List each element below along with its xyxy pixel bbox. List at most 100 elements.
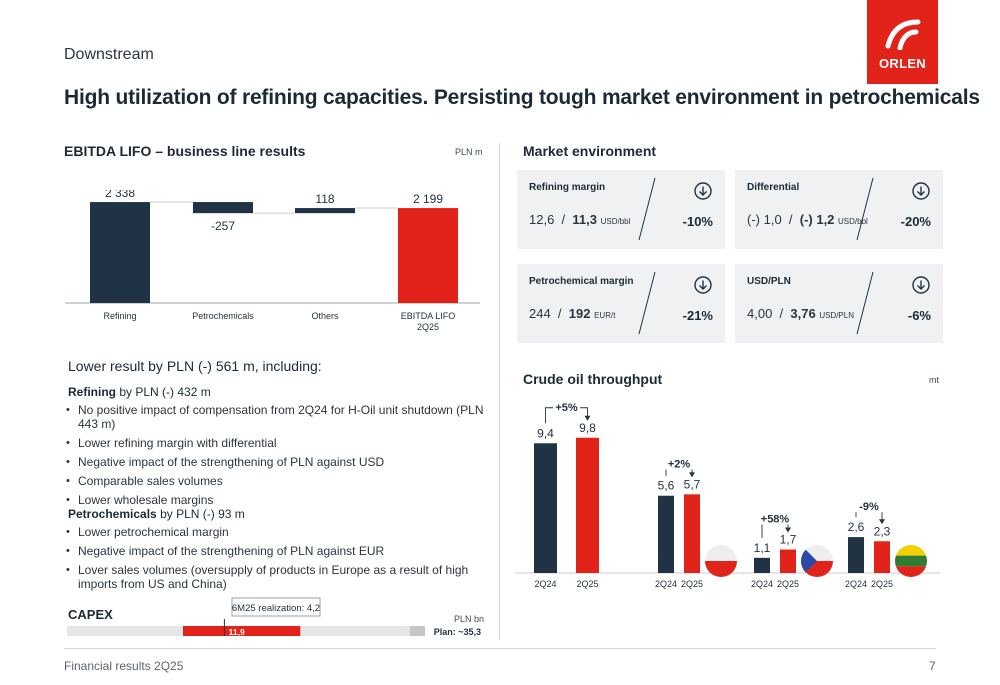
crude-bar bbox=[848, 537, 864, 573]
crude-change-arrow-icon bbox=[584, 415, 591, 421]
market-card-change: -6% bbox=[907, 308, 931, 323]
market-card: Refining margin 12,6 / 11,3 USD/bbl -10% bbox=[517, 170, 725, 249]
crude-bar bbox=[754, 557, 770, 573]
crude-bar bbox=[658, 495, 674, 573]
market-card-values: (-) 1,0 / (-) 1,2 USD/bbl bbox=[747, 212, 868, 227]
bullet-item: Lower wholesale margins bbox=[66, 493, 491, 507]
vertical-divider bbox=[499, 143, 500, 640]
slash-divider-icon bbox=[856, 271, 874, 335]
market-card-unit: USD/bbl bbox=[838, 217, 868, 226]
crude-change-bg bbox=[553, 400, 580, 413]
section-label: Downstream bbox=[64, 46, 154, 63]
capex-realization-label: 6M25 realization: 4,2 bbox=[232, 603, 320, 614]
crude-bar bbox=[684, 494, 700, 573]
poland-flag-icon bbox=[705, 545, 737, 577]
market-card-separator: / bbox=[554, 212, 573, 227]
capex-plan-end bbox=[410, 626, 425, 636]
slash-divider-icon bbox=[856, 177, 874, 241]
market-card-unit: USD/bbl bbox=[600, 217, 631, 226]
crude-value-label: 5,7 bbox=[684, 477, 701, 491]
refining-result-value: by PLN (-) 432 m bbox=[119, 385, 211, 399]
logo-text: ORLEN bbox=[879, 56, 926, 71]
crude-category-label: 2Q24 bbox=[655, 579, 677, 589]
market-card-change: -10% bbox=[682, 214, 713, 229]
orlen-logo: ORLEN bbox=[867, 0, 938, 84]
bullet-item: Negative impact of the strengthening of … bbox=[66, 455, 491, 469]
market-card-curr: 3,76 bbox=[790, 306, 816, 321]
capex-title: CAPEX bbox=[68, 607, 113, 622]
waterfall-bar bbox=[193, 202, 253, 214]
crude-change-bg bbox=[758, 512, 792, 525]
market-card-prev: 4,00 bbox=[747, 306, 773, 321]
arrow-down-circle-icon bbox=[912, 182, 930, 200]
result-title: Lower result by PLN (-) 561 m, including… bbox=[68, 358, 322, 374]
crude-category-label: 2Q25 bbox=[576, 579, 598, 589]
waterfall-category-label: 2Q25 bbox=[417, 322, 439, 332]
refining-result-name: Refining bbox=[68, 385, 116, 399]
waterfall-value-label: 118 bbox=[315, 192, 334, 206]
crude-value-label: 5,6 bbox=[658, 479, 675, 493]
market-card-prev: 244 bbox=[529, 306, 551, 321]
crude-title: Crude oil throughput bbox=[523, 371, 663, 387]
ebitda-title: EBITDA LIFO – business line results bbox=[64, 143, 306, 159]
refining-result-heading: Refining by PLN (-) 432 m bbox=[68, 385, 211, 399]
crude-change-bg bbox=[665, 457, 693, 470]
market-card-unit: USD/PLN bbox=[819, 311, 854, 320]
waterfall-value-label: 2 199 bbox=[413, 192, 443, 206]
market-card-separator: / bbox=[772, 306, 791, 321]
crude-change-label: +5% bbox=[555, 402, 578, 414]
market-card-separator: / bbox=[781, 212, 800, 227]
crude-bar bbox=[874, 541, 890, 573]
crude-change-arrow-icon bbox=[879, 519, 885, 525]
capex-progress-bar: 6M25 realization: 4,2 11,9 Plan: ~35,3 bbox=[67, 597, 481, 637]
market-card-title: Refining margin bbox=[529, 182, 606, 193]
market-card-title: Differential bbox=[747, 182, 800, 193]
crude-bar bbox=[780, 549, 796, 573]
bullet-item: No positive impact of compensation from … bbox=[66, 403, 491, 431]
market-card: Differential (-) 1,0 / (-) 1,2 USD/bbl -20… bbox=[735, 170, 943, 249]
petro-result-value: by PLN (-) 93 m bbox=[160, 507, 245, 521]
bullet-item: Comparable sales volumes bbox=[66, 474, 491, 488]
market-card-curr: 11,3 bbox=[572, 212, 597, 227]
orlen-symbol-icon bbox=[885, 19, 921, 50]
slash-divider-icon bbox=[638, 177, 656, 241]
market-card-title: USD/PLN bbox=[747, 276, 791, 287]
crude-category-label: 2Q24 bbox=[751, 579, 773, 589]
capex-realization-box bbox=[231, 597, 321, 617]
waterfall-category-label: EBITDA LIFO bbox=[401, 311, 456, 321]
waterfall-value-label: -257 bbox=[211, 219, 235, 233]
bullet-item: Lover sales volumes (oversupply of produ… bbox=[66, 563, 491, 591]
waterfall-bar bbox=[398, 208, 458, 303]
crude-change-bg bbox=[855, 500, 883, 513]
crude-category-label: 2Q24 bbox=[845, 579, 867, 589]
market-card-values: 12,6 / 11,3 USD/bbl bbox=[529, 212, 630, 227]
market-title: Market environment bbox=[523, 143, 657, 159]
crude-value-label: 2,3 bbox=[874, 524, 891, 538]
bullet-item: Negative impact of the strengthening of … bbox=[66, 544, 491, 558]
crude-change-arrow-icon bbox=[689, 472, 695, 478]
capex-value-label: 11,9 bbox=[229, 627, 245, 637]
market-card-values: 244 / 192 EUR/t bbox=[529, 306, 615, 321]
capex-plan-label: Plan: ~35,3 bbox=[434, 627, 481, 637]
slash-divider-icon bbox=[638, 271, 656, 335]
crude-category-label: 2Q25 bbox=[777, 579, 799, 589]
ebitda-waterfall-chart: 2 338 -257 118 2 199 Refining Petrochemicals O… bbox=[65, 190, 480, 332]
bullet-item: Lower petrochemical margin bbox=[66, 525, 491, 539]
czechia-flag-icon bbox=[801, 545, 833, 577]
crude-throughput-chart: 9,4 2Q24 9,8 2Q25 +5% 5,6 2Q24 5,7 2Q25 +2% 1,1 2Q2… bbox=[515, 400, 940, 589]
crude-change-label: +58% bbox=[761, 514, 790, 526]
page-title: High utilization of refining capacities.… bbox=[64, 86, 980, 109]
arrow-down-circle-icon bbox=[694, 276, 712, 294]
crude-change-label: +2% bbox=[668, 458, 691, 470]
market-card-separator: / bbox=[550, 306, 569, 321]
page-number: 7 bbox=[929, 659, 936, 673]
crude-category-label: 2Q25 bbox=[871, 579, 893, 589]
crude-change-label: -9% bbox=[859, 501, 879, 513]
crude-bar bbox=[534, 443, 557, 573]
market-card-curr: (-) 1,2 bbox=[799, 212, 835, 227]
waterfall-category-label: Others bbox=[311, 311, 339, 321]
capex-value-bar bbox=[183, 626, 301, 636]
crude-value-label: 9,4 bbox=[537, 426, 554, 440]
waterfall-category-label: Refining bbox=[103, 311, 136, 321]
arrow-down-circle-icon bbox=[694, 182, 712, 200]
